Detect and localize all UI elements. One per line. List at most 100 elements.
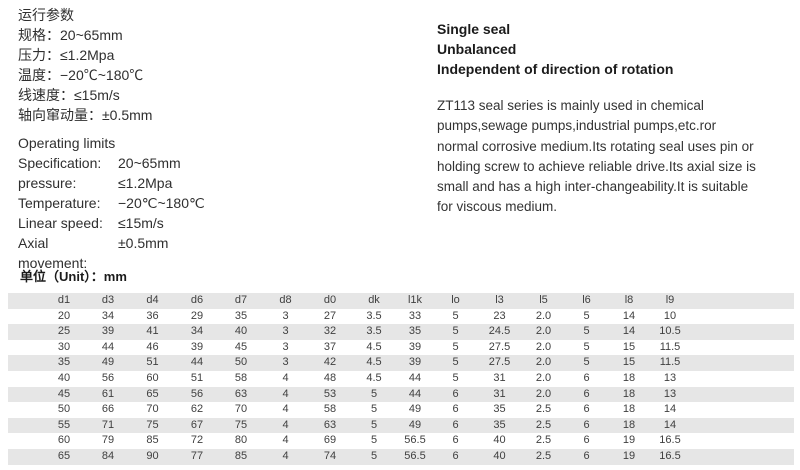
table-cell: 6 [583,387,590,400]
table-cell: 5 [583,340,590,353]
cn-params-title: 运行参数 [18,7,74,23]
table-cell: 14 [663,403,677,416]
table-filler-cell [690,418,794,434]
table-cell: 50 [234,356,248,369]
table-cell: 37 [323,340,337,353]
table-row: 60 79 85 72 80 4 69 5 56.5 6 40 2.5 6 19 16.5 [8,433,794,449]
table-cell: 34 [190,325,204,338]
table-cell: 41 [146,325,159,338]
table-spacer-cell [8,309,42,325]
table-cell: 2.5 [535,418,552,431]
table-row: 20 34 36 29 35 3 27 3.5 33 5 23 2.0 5 14 10 [8,309,794,325]
table-cell: 65 [57,449,71,462]
table-filler-cell [690,324,794,340]
cn-param-value: −20℃~180℃ [60,67,144,83]
table-cell: 4.5 [366,371,382,384]
table-cell: 69 [323,434,337,447]
table-cell: 74 [323,449,337,462]
table-filler-cell [690,402,794,418]
table-row: 25 39 41 34 40 3 32 3.5 35 5 24.5 2.0 5 14 10.5 [8,324,794,340]
table-cell: 42 [323,356,337,369]
table-cell: 36 [146,309,159,322]
en-limit-row-temperature: Temperature: −20℃~180℃ [18,193,205,213]
en-limit-value: ≤15m/s [118,215,164,231]
table-cell: 5 [452,340,459,353]
table-head: d1 d3 d4 d6 d7 d8 d0 dk l1k lo l3 l5 l6 l8 l9 [8,293,794,309]
table-header-cell: l5 [539,294,548,306]
table-cell: 75 [234,418,248,431]
table-cell: 18 [622,418,636,431]
table-header-row: d1 d3 d4 d6 d7 d8 d0 dk l1k lo l3 l5 l6 l8 l9 [8,293,794,309]
table-cell: 2.5 [535,434,552,447]
table-cell: 4 [282,418,289,431]
table-cell: 6 [452,434,459,447]
table-row: 50 66 70 62 70 4 58 5 49 6 35 2.5 6 18 14 [8,402,794,418]
table-cell: 3.5 [366,325,382,338]
cn-param-row-pressure: 压力：≤1.2Mpa [18,45,152,65]
table-cell: 2.0 [535,340,552,353]
table-cell: 32 [323,325,337,338]
table-row: 40 56 60 51 58 4 48 4.5 44 5 31 2.0 6 18 13 [8,371,794,387]
table-cell: 2.0 [535,387,552,400]
table-spacer-cell [8,340,42,356]
en-limit-row-specification: Specification: 20~65mm [18,153,205,173]
table-cell: 61 [101,387,115,400]
table-cell: 63 [234,387,248,400]
table-cell: 85 [234,449,248,462]
table-cell: 3 [282,309,289,322]
table-cell: 58 [323,403,337,416]
table-cell: 13 [663,371,677,384]
table-cell: 65 [146,387,159,400]
table-cell: 40 [493,434,506,447]
table-cell: 6 [583,434,590,447]
table-cell: 19 [622,434,636,447]
en-limit-value: 20~65mm [118,155,181,171]
table-cell: 24.5 [488,325,511,338]
en-limit-label: Linear speed: [18,215,103,231]
table-cell: 49 [101,356,115,369]
table-cell: 5 [452,356,459,369]
table-cell: 15 [622,356,636,369]
table-header-cell: dk [368,294,380,306]
table-cell: 6 [583,449,590,462]
table-header-cell: d4 [146,294,159,306]
table-cell: 27.5 [488,340,511,353]
table-cell: 60 [57,434,71,447]
table-row: 45 61 65 56 63 4 53 5 44 6 31 2.0 6 18 13 [8,386,794,403]
table-spacer-cell [8,293,42,309]
table-cell: 23 [493,309,506,322]
table-row: 65 84 90 77 85 4 74 5 56.5 6 40 2.5 6 19 16.5 [8,448,794,465]
table-spacer-cell [8,324,42,340]
table-cell: 3 [282,340,289,353]
table-cell: 56 [101,371,115,384]
product-info-column: Single seal Unbalanced Independent of di… [437,19,797,218]
table-cell: 5 [370,434,378,447]
en-limit-value: ≤1.2Mpa [118,175,173,191]
table-header-cell: d1 [57,294,71,306]
table-header-cell: d0 [323,294,337,306]
table-cell: 45 [234,340,248,353]
table-cell: 31 [493,371,506,384]
table-cell: 11.5 [659,340,681,353]
table-header-cell: l8 [624,294,634,306]
table-cell: 49 [408,403,422,416]
cn-param-label: 规格： [18,27,60,43]
table-cell: 71 [101,418,115,431]
table-filler-cell [690,449,794,465]
en-limit-label: Specification: [18,155,102,171]
table-cell: 11.5 [659,356,681,369]
table-cell: 16.5 [659,449,681,462]
table-header-cell: lo [451,294,460,306]
table-cell: 2.5 [535,403,552,416]
table-row: 30 44 46 39 45 3 37 4.5 39 5 27.5 2.0 5 15 11.5 [8,340,794,356]
table-cell: 4.5 [366,356,382,369]
table-cell: 44 [101,340,115,353]
en-limit-row-pressure: pressure: ≤1.2Mpa [18,173,205,193]
table-spacer-cell [8,449,42,465]
table-cell: 51 [146,356,159,369]
table-cell: 18 [622,387,636,400]
table-cell: 6 [452,403,459,416]
table-cell: 5 [583,309,590,322]
table-cell: 35 [57,356,71,369]
